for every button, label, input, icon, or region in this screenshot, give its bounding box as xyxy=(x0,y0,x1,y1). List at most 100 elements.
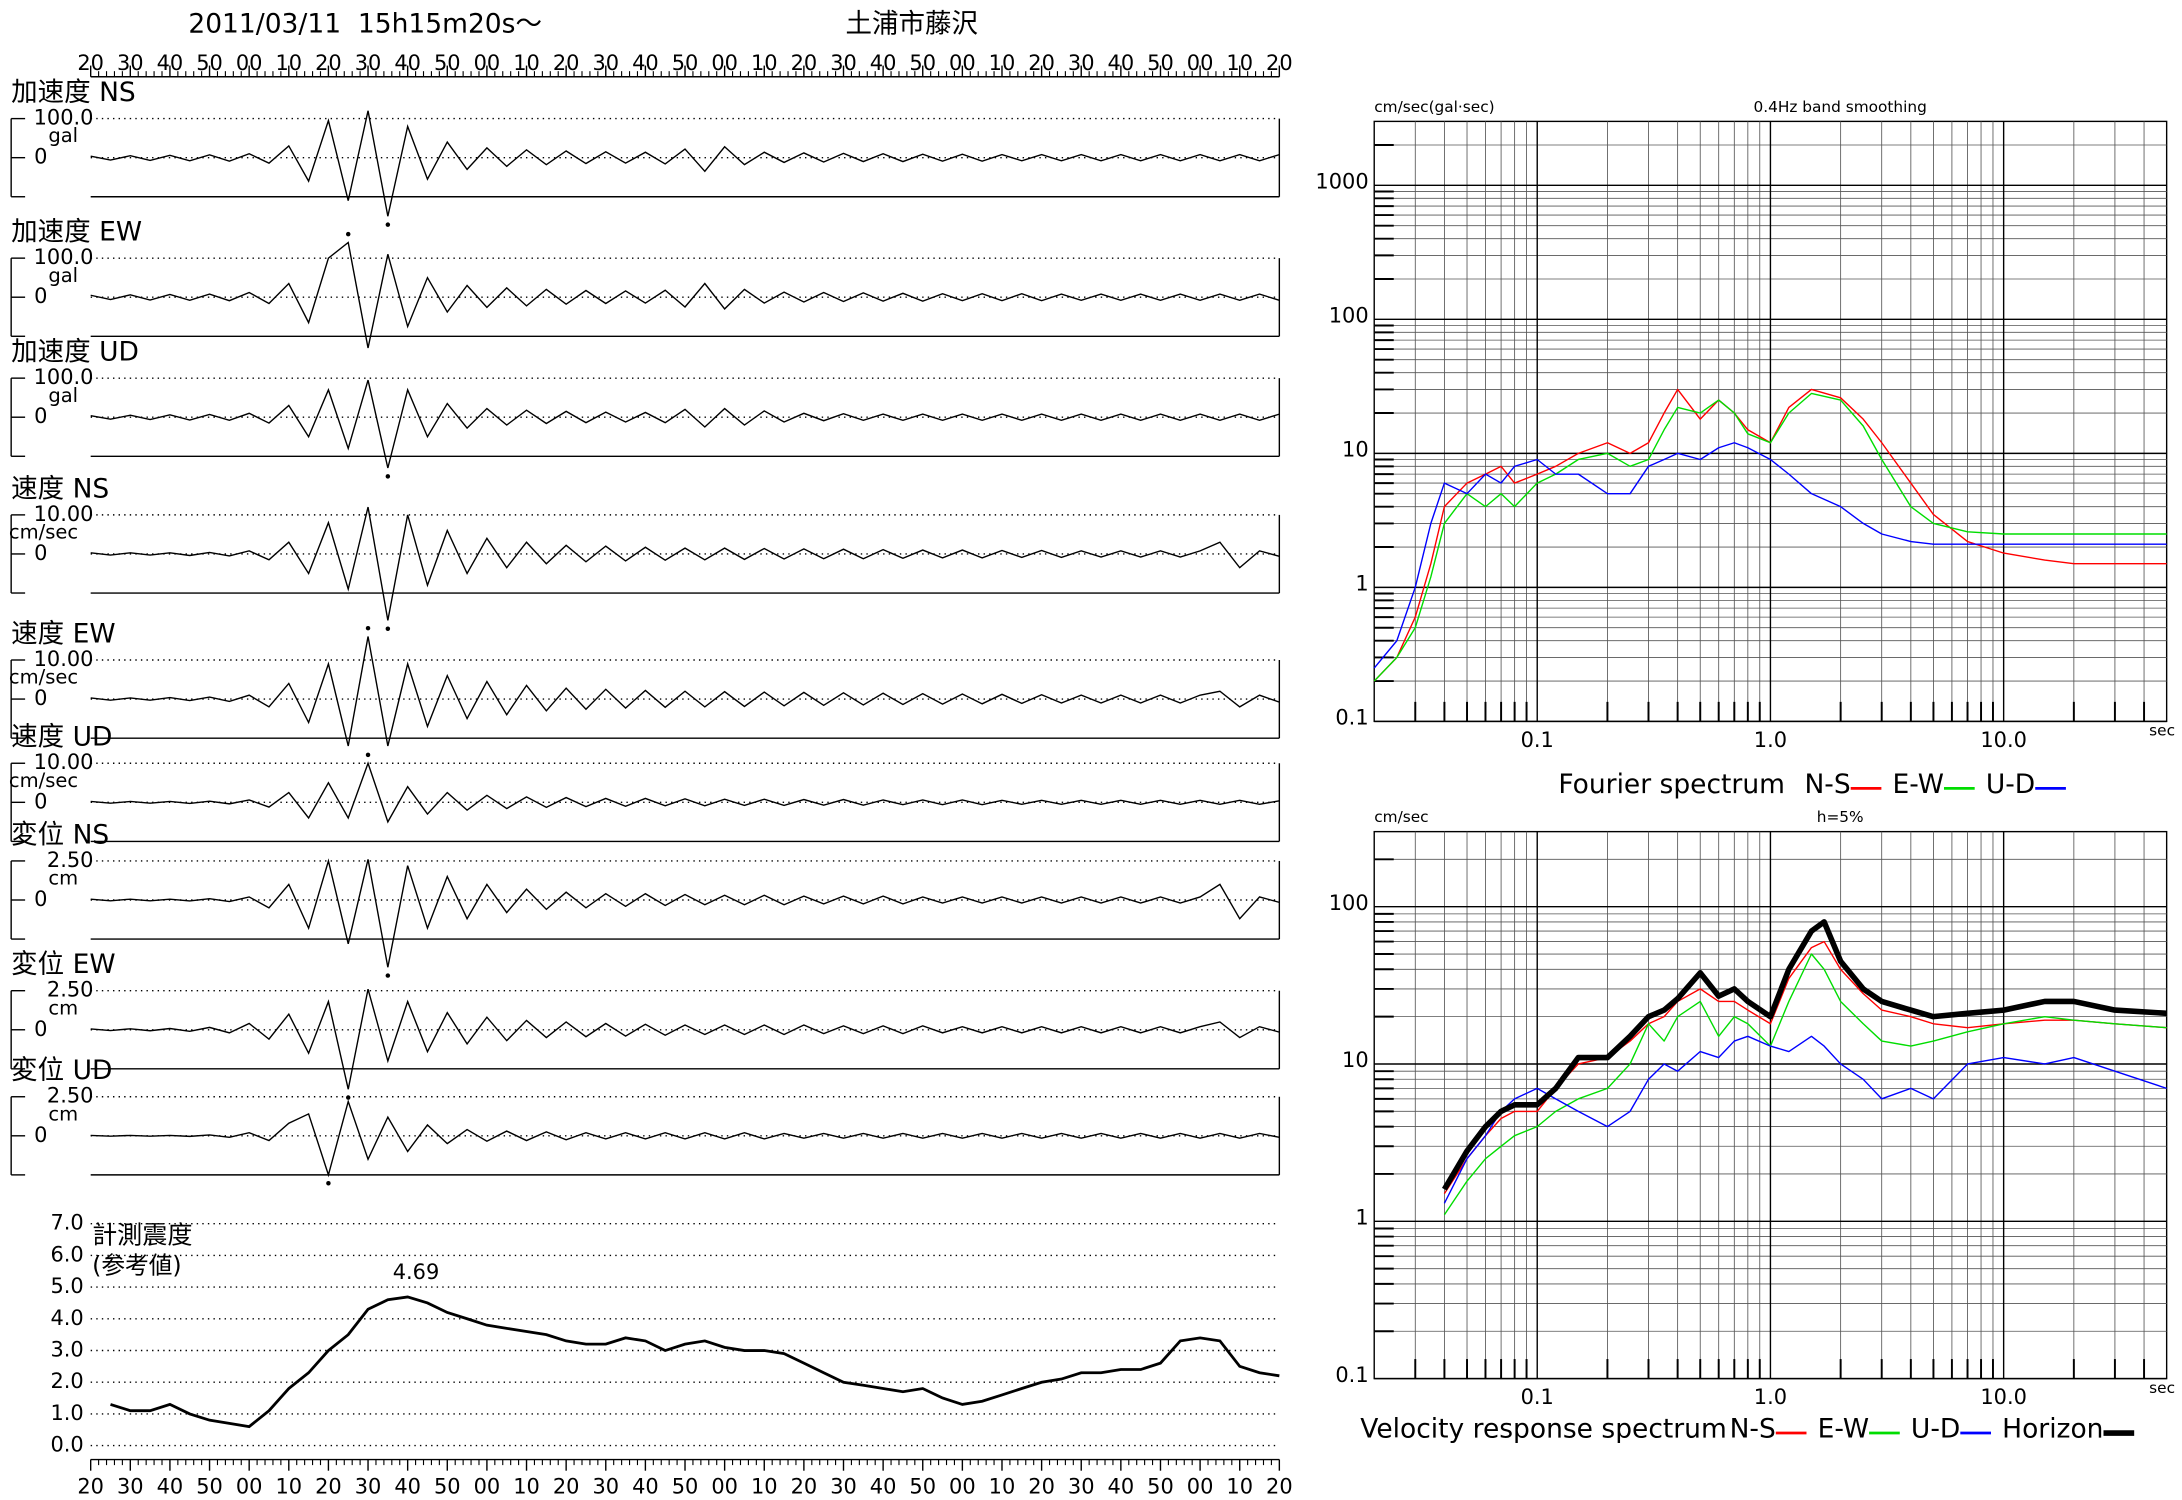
time-tick-label: 40 xyxy=(1108,1474,1135,1498)
time-tick-label: 40 xyxy=(870,1474,897,1498)
trace-label: 速度 EW xyxy=(11,618,115,649)
peak-annotation: 4.69 xyxy=(393,1260,440,1284)
time-tick-label: 10 xyxy=(989,1474,1016,1498)
time-tick-label: 00 xyxy=(949,1474,976,1498)
waveform xyxy=(90,761,1280,824)
y-tick-label: 10.00 xyxy=(34,750,94,774)
chart-subtitle: (参考値) xyxy=(92,1251,182,1279)
legend-label: N-S xyxy=(1804,769,1850,800)
time-tick-label: 50 xyxy=(196,1474,223,1498)
y-tick-label: 2.0 xyxy=(50,1369,83,1393)
y-tick-label: 0 xyxy=(34,887,47,911)
peak-dot xyxy=(385,973,391,978)
time-tick-label: 20 xyxy=(315,1474,342,1498)
y-tick-label: 0 xyxy=(34,145,47,169)
time-tick-label: 20 xyxy=(1266,51,1293,75)
time-tick-label: 10 xyxy=(513,51,540,75)
x-unit: sec xyxy=(2149,722,2175,740)
time-tick-label: 20 xyxy=(791,1474,818,1498)
unit-label: cm xyxy=(48,867,78,890)
time-tick-label: 50 xyxy=(434,1474,461,1498)
note: 0.4Hz band smoothing xyxy=(1754,98,1927,116)
time-tick-label: 40 xyxy=(870,51,897,75)
y-tick-label: 4.0 xyxy=(50,1306,83,1330)
x-tick-label: 1.0 xyxy=(1754,1385,1787,1409)
waveform xyxy=(90,636,1280,747)
waveform xyxy=(90,241,1280,349)
time-tick-label: 50 xyxy=(434,51,461,75)
trace-label: 加速度 UD xyxy=(11,337,139,368)
legend-label: E-W xyxy=(1818,1414,1869,1445)
y-tick-label: 100.0 xyxy=(34,245,94,269)
peak-dot xyxy=(365,752,371,758)
y-tick-label: 10 xyxy=(1342,1048,1369,1072)
trace-label: 速度 NS xyxy=(11,473,109,504)
time-tick-label: 20 xyxy=(553,1474,580,1498)
trace-label: 変位 UD xyxy=(11,1055,112,1086)
time-tick-label: 30 xyxy=(117,1474,144,1498)
spectrum-line xyxy=(1443,1035,2167,1204)
time-tick-label: 10 xyxy=(751,51,778,75)
time-tick-label: 30 xyxy=(1068,1474,1095,1498)
time-tick-label: 30 xyxy=(1068,51,1095,75)
time-tick-label: 30 xyxy=(830,1474,857,1498)
y-tick-label: 2.50 xyxy=(47,978,94,1002)
time-tick-label: 30 xyxy=(592,51,619,75)
y-tick-label: 100 xyxy=(1329,891,1369,915)
time-tick-label: 20 xyxy=(1266,1474,1293,1498)
unit-label: cm/sec xyxy=(9,769,78,792)
spectrum-line xyxy=(1443,940,2167,1194)
time-tick-label: 50 xyxy=(196,51,223,75)
peak-dot xyxy=(385,474,391,479)
legend-label: N-S xyxy=(1730,1414,1776,1445)
unit-label: cm xyxy=(48,996,78,1019)
time-tick-label: 50 xyxy=(1147,1474,1174,1498)
y-unit: cm/sec(gal·sec) xyxy=(1374,98,1494,116)
unit-label: gal xyxy=(48,264,78,287)
time-tick-label: 20 xyxy=(1028,1474,1055,1498)
time-tick-label: 50 xyxy=(1147,51,1174,75)
time-tick-label: 10 xyxy=(989,51,1016,75)
legend-label: U-D xyxy=(1986,769,2035,800)
time-tick-label: 50 xyxy=(672,1474,699,1498)
time-tick-label: 20 xyxy=(77,51,104,75)
time-tick-label: 00 xyxy=(711,1474,738,1498)
y-tick-label: 7.0 xyxy=(50,1211,83,1235)
time-tick-label: 50 xyxy=(909,51,936,75)
spectrum-line xyxy=(1373,392,2167,682)
y-tick-label: 5.0 xyxy=(50,1274,83,1298)
time-tick-label: 10 xyxy=(275,51,302,75)
y-tick-label: 0.1 xyxy=(1335,1363,1368,1387)
y-tick-label: 10.00 xyxy=(34,647,94,671)
chart-title: 計測震度 xyxy=(92,1220,192,1249)
time-tick-label: 00 xyxy=(1187,51,1214,75)
time-tick-label: 00 xyxy=(474,51,501,75)
time-tick-label: 30 xyxy=(830,51,857,75)
y-tick-label: 10 xyxy=(1342,438,1369,462)
time-tick-label: 10 xyxy=(1226,1474,1253,1498)
y-tick-label: 0.1 xyxy=(1335,706,1368,730)
y-tick-label: 1000 xyxy=(1315,170,1368,194)
time-tick-label: 50 xyxy=(672,51,699,75)
unit-label: gal xyxy=(48,124,78,147)
y-tick-label: 100.0 xyxy=(34,106,94,130)
time-tick-label: 40 xyxy=(632,51,659,75)
y-tick-label: 1 xyxy=(1355,1206,1368,1230)
unit-label: gal xyxy=(48,384,78,407)
waveform xyxy=(90,988,1280,1090)
time-tick-label: 30 xyxy=(355,1474,382,1498)
waveform xyxy=(90,506,1280,621)
y-tick-label: 0 xyxy=(34,284,47,308)
time-tick-label: 50 xyxy=(909,1474,936,1498)
trace-label: 速度 UD xyxy=(11,722,112,753)
y-tick-label: 10.00 xyxy=(34,502,94,526)
time-tick-label: 00 xyxy=(474,1474,501,1498)
x-tick-label: 0.1 xyxy=(1521,1385,1554,1409)
time-tick-label: 00 xyxy=(949,51,976,75)
chart-title: Velocity response spectrum xyxy=(1360,1414,1727,1445)
spectrum-line xyxy=(1443,953,2167,1216)
time-tick-label: 10 xyxy=(751,1474,778,1498)
time-tick-label: 40 xyxy=(394,51,421,75)
